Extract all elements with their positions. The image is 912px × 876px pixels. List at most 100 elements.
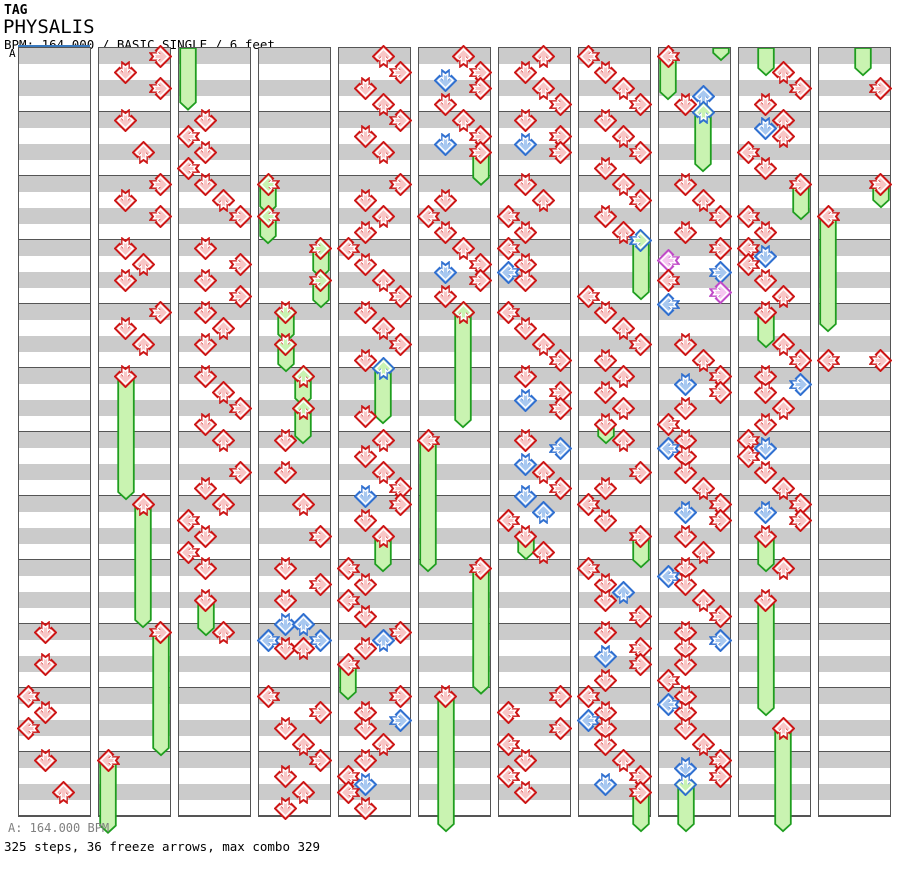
arrow-left-icon: [656, 248, 680, 272]
arrow-up-icon: [291, 396, 315, 420]
chart-column: [96, 44, 173, 835]
freeze-body: [774, 728, 792, 833]
arrow-left-icon: [336, 652, 360, 676]
arrow-up-icon: [771, 60, 795, 84]
arrow-down-icon: [514, 364, 538, 388]
arrow-down-icon: [594, 300, 618, 324]
arrow-down-icon: [434, 68, 458, 92]
arrow-down-icon: [354, 572, 378, 596]
arrow-left-icon: [256, 204, 280, 228]
arrow-right-icon: [869, 76, 893, 100]
arrow-up-icon: [531, 500, 555, 524]
arrow-down-icon: [194, 236, 218, 260]
arrow-left-icon: [496, 300, 520, 324]
arrow-up-icon: [211, 316, 235, 340]
arrow-up-icon: [611, 428, 635, 452]
freeze-body: [179, 48, 197, 111]
arrow-right-icon: [709, 764, 733, 788]
arrow-left-icon: [576, 492, 600, 516]
arrow-down-icon: [674, 220, 698, 244]
arrow-down-icon: [194, 172, 218, 196]
freeze-body: [792, 184, 810, 221]
arrow-left-icon: [176, 508, 200, 532]
arrow-up-icon: [291, 612, 315, 636]
arrow-left-icon: [416, 204, 440, 228]
arrow-left-icon: [656, 268, 680, 292]
arrow-down-icon: [194, 268, 218, 292]
arrow-down-icon: [354, 300, 378, 324]
arrow-right-icon: [309, 268, 333, 292]
arrow-down-icon: [594, 508, 618, 532]
freeze-body: [712, 48, 730, 62]
arrow-down-icon: [354, 252, 378, 276]
arrow-up-icon: [371, 268, 395, 292]
arrow-right-icon: [469, 556, 493, 580]
arrow-up-icon: [771, 396, 795, 420]
arrow-right-icon: [549, 92, 573, 116]
arrow-left-icon: [496, 764, 520, 788]
arrow-up-icon: [531, 460, 555, 484]
arrow-up-icon: [371, 204, 395, 228]
arrow-down-icon: [274, 796, 298, 820]
arrow-down-icon: [754, 380, 778, 404]
chart-column: [256, 47, 333, 820]
arrow-down-icon: [434, 220, 458, 244]
arrow-left-icon: [336, 556, 360, 580]
arrow-down-icon: [594, 588, 618, 612]
arrow-up-icon: [691, 100, 715, 124]
arrow-up-icon: [371, 316, 395, 340]
arrow-up-icon: [611, 316, 635, 340]
arrow-down-icon: [514, 220, 538, 244]
arrow-left-icon: [736, 140, 760, 164]
arrow-right-icon: [549, 140, 573, 164]
arrow-down-icon: [34, 700, 58, 724]
arrow-down-icon: [34, 620, 58, 644]
arrow-down-icon: [674, 332, 698, 356]
arrow-down-icon: [354, 348, 378, 372]
arrow-down-icon: [274, 332, 298, 356]
arrow-down-icon: [594, 380, 618, 404]
arrow-left-icon: [816, 348, 840, 372]
arrow-right-icon: [149, 300, 173, 324]
arrow-right-icon: [309, 700, 333, 724]
arrow-down-icon: [754, 300, 778, 324]
arrow-down-icon: [594, 644, 618, 668]
arrow-left-icon: [656, 292, 680, 316]
arrow-left-icon: [576, 44, 600, 68]
arrow-down-icon: [434, 284, 458, 308]
chart-column: [336, 44, 413, 820]
freeze-body: [756, 600, 775, 717]
arrow-down-icon: [754, 412, 778, 436]
chart-column: [576, 44, 653, 833]
freeze-body: [819, 216, 837, 333]
arrow-right-icon: [629, 460, 653, 484]
arrow-up-icon: [371, 460, 395, 484]
arrow-down-icon: [674, 756, 698, 780]
arrow-up-icon: [531, 332, 555, 356]
arrow-right-icon: [229, 204, 253, 228]
arrow-up-icon: [691, 348, 715, 372]
arrow-right-icon: [789, 76, 813, 100]
arrow-down-icon: [514, 780, 538, 804]
arrow-right-icon: [709, 260, 733, 284]
arrow-up-icon: [611, 220, 635, 244]
arrow-down-icon: [514, 524, 538, 548]
freeze-body: [116, 376, 135, 501]
arrow-down-icon: [674, 172, 698, 196]
arrow-left-icon: [736, 252, 760, 276]
arrow-right-icon: [629, 332, 653, 356]
arrow-up-icon: [371, 140, 395, 164]
arrow-down-icon: [674, 652, 698, 676]
arrow-down-icon: [274, 460, 298, 484]
freeze-body: [756, 536, 775, 573]
arrow-down-icon: [674, 524, 698, 548]
arrow-down-icon: [354, 124, 378, 148]
arrow-down-icon: [514, 484, 538, 508]
arrow-up-icon: [211, 492, 235, 516]
arrow-right-icon: [149, 44, 173, 68]
arrow-down-icon: [594, 108, 618, 132]
arrow-up-icon: [291, 492, 315, 516]
arrow-down-icon: [754, 220, 778, 244]
arrow-down-icon: [594, 700, 618, 724]
arrow-down-icon: [754, 244, 778, 268]
